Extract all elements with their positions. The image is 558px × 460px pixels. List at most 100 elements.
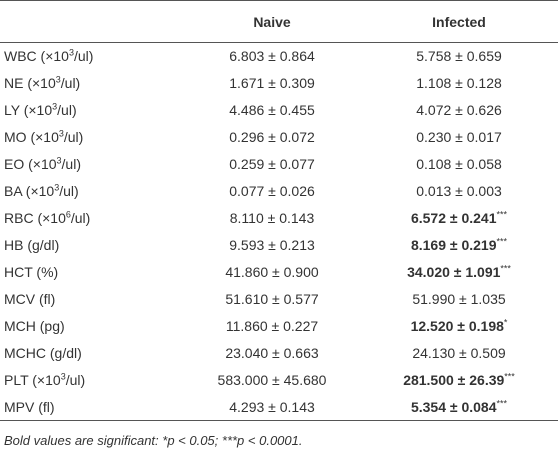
table-row: NE (×103/ul) 1.671 ± 0.309 1.108 ± 0.128 — [0, 70, 558, 97]
table-row: RBC (×106/ul) 8.110 ± 0.143 6.572 ± 0.241*… — [0, 205, 558, 232]
results-table: Naive Infected WBC (×103/ul) 6.803 ± 0.86… — [0, 0, 558, 421]
row-label: EO (×103/ul) — [0, 151, 184, 178]
label-text: HCT (%) — [4, 264, 59, 280]
label-unit: /ul) — [60, 75, 81, 91]
infected-cell: 5.758 ± 0.659 — [360, 43, 558, 70]
infected-value: 12.520 ± 0.198 — [410, 318, 504, 334]
label-text: PLT (×10 — [4, 372, 61, 388]
significance: * — [503, 317, 508, 328]
naive-value: 8.110 ± 0.143 — [229, 210, 315, 226]
row-label: MCV (fl) — [0, 286, 184, 313]
naive-value: 0.259 ± 0.077 — [229, 156, 315, 172]
label-superscript: 3 — [55, 74, 61, 85]
label-text: EO (×10 — [4, 156, 57, 172]
infected-cell: 12.520 ± 0.198* — [360, 313, 558, 340]
label-superscript: 6 — [65, 209, 71, 220]
significance: *** — [496, 209, 508, 220]
infected-value: 281.500 ± 26.39 — [403, 372, 505, 388]
infected-value: 8.169 ± 0.219 — [410, 237, 497, 253]
infected-value: 4.072 ± 0.626 — [416, 102, 502, 118]
infected-cell: 34.020 ± 1.091*** — [360, 259, 558, 286]
naive-value: 51.610 ± 0.577 — [225, 291, 319, 307]
label-text: HB (g/dl) — [4, 237, 60, 253]
table-row: MPV (fl) 4.293 ± 0.143 5.354 ± 0.084*** — [0, 394, 558, 421]
naive-value: 23.040 ± 0.663 — [225, 345, 319, 361]
naive-value: 4.486 ± 0.455 — [229, 102, 315, 118]
label-superscript: 3 — [60, 371, 66, 382]
naive-value: 6.803 ± 0.864 — [229, 48, 315, 65]
label-superscript: 3 — [68, 47, 74, 58]
infected-value: 24.130 ± 0.509 — [412, 345, 506, 361]
infected-value: 5.354 ± 0.084 — [410, 398, 497, 415]
label-superscript: 3 — [54, 182, 60, 193]
label-unit: /ul) — [70, 210, 91, 226]
table-row: PLT (×103/ul) 583.000 ± 45.680 281.500 ± 2… — [0, 367, 558, 394]
row-label: NE (×103/ul) — [0, 70, 184, 97]
footnote: Bold values are significant: *p < 0.05; … — [4, 433, 303, 448]
label-text: LY (×10 — [4, 102, 53, 118]
naive-value: 0.077 ± 0.026 — [229, 183, 315, 199]
label-unit: /ul) — [65, 372, 86, 388]
row-label: PLT (×103/ul) — [0, 367, 184, 394]
infected-cell: 0.013 ± 0.003 — [360, 178, 558, 205]
infected-cell: 0.230 ± 0.017 — [360, 124, 558, 151]
significance: *** — [500, 263, 511, 274]
row-label: MPV (fl) — [0, 394, 184, 421]
label-unit: /ul) — [63, 129, 84, 145]
label-text: NE (×10 — [4, 75, 56, 91]
infected-value: 6.572 ± 0.241 — [410, 210, 497, 226]
row-label: HCT (%) — [0, 259, 184, 286]
header-cell: Naive — [253, 13, 291, 30]
naive-value: 4.293 ± 0.143 — [229, 398, 315, 415]
infected-value: 0.108 ± 0.058 — [416, 156, 502, 172]
table-row: WBC (×103/ul) 6.803 ± 0.864 5.758 ± 0.659 — [0, 43, 558, 70]
naive-value: 9.593 ± 0.213 — [229, 237, 315, 253]
row-label: HB (g/dl) — [0, 232, 184, 259]
infected-value: 1.108 ± 0.128 — [416, 75, 502, 91]
table-header: Naive Infected — [0, 0, 558, 43]
infected-value: 5.758 ± 0.659 — [416, 48, 502, 65]
table-row: MO (×103/ul) 0.296 ± 0.072 0.230 ± 0.017 — [0, 124, 558, 151]
table-row: LY (×103/ul) 4.486 ± 0.455 4.072 ± 0.626 — [0, 97, 558, 124]
infected-cell: 51.990 ± 1.035 — [360, 286, 558, 313]
row-label: LY (×103/ul) — [0, 97, 184, 124]
label-text: MCH (pg) — [4, 318, 65, 334]
label-text: MCHC (g/dl) — [4, 345, 82, 361]
row-label: BA (×103/ul) — [0, 178, 184, 205]
label-unit: /ul) — [73, 48, 94, 65]
infected-value: 51.990 ± 1.035 — [412, 291, 506, 307]
infected-value: 0.230 ± 0.017 — [416, 129, 502, 145]
infected-cell: 4.072 ± 0.626 — [360, 97, 558, 124]
label-superscript: 3 — [58, 128, 64, 139]
label-text: MO (×10 — [4, 129, 59, 145]
naive-value: 11.860 ± 0.227 — [225, 318, 319, 334]
infected-cell: 5.354 ± 0.084*** — [360, 394, 558, 421]
label-unit: /ul) — [57, 102, 77, 118]
table-body: WBC (×103/ul) 6.803 ± 0.864 5.758 ± 0.659 N… — [0, 43, 558, 421]
significance: *** — [496, 236, 508, 247]
row-label: RBC (×106/ul) — [0, 205, 184, 232]
table-row: MCHC (g/dl) 23.040 ± 0.663 24.130 ± 0.509 — [0, 340, 558, 367]
table-row: MCH (pg) 11.860 ± 0.227 12.520 ± 0.198* — [0, 313, 558, 340]
label-unit: /ul) — [59, 183, 79, 199]
label-unit: /ul) — [61, 156, 81, 172]
infected-value: 0.013 ± 0.003 — [416, 183, 502, 199]
naive-value: 583.000 ± 45.680 — [217, 372, 327, 388]
significance: *** — [496, 398, 508, 409]
infected-cell: 1.108 ± 0.128 — [360, 70, 558, 97]
infected-cell: 281.500 ± 26.39*** — [360, 367, 558, 394]
header-empty — [0, 1, 184, 43]
table-row: EO (×103/ul) 0.259 ± 0.077 0.108 ± 0.058 — [0, 151, 558, 178]
significance: *** — [504, 371, 515, 382]
header-cell: Infected — [432, 13, 486, 30]
label-text: MCV (fl) — [4, 291, 56, 307]
infected-value: 34.020 ± 1.091 — [407, 264, 501, 280]
naive-value: 41.860 ± 0.900 — [225, 264, 319, 280]
row-label: MCHC (g/dl) — [0, 340, 184, 367]
label-text: BA (×10 — [4, 183, 55, 199]
table-row: BA (×103/ul) 0.077 ± 0.026 0.013 ± 0.003 — [0, 178, 558, 205]
label-text: MPV (fl) — [4, 398, 55, 415]
label-text: WBC (×10 — [4, 48, 69, 65]
row-label: MO (×103/ul) — [0, 124, 184, 151]
